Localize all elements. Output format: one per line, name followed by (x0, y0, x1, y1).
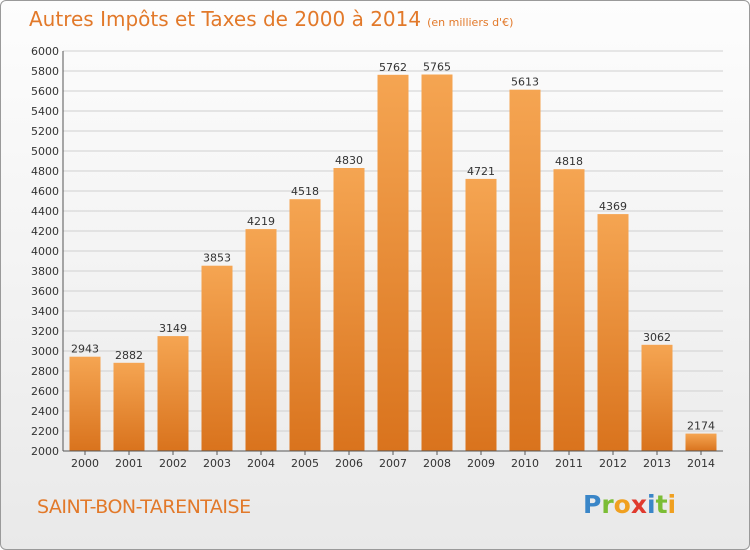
y-tick-label: 2200 (31, 425, 59, 438)
bar (597, 214, 629, 451)
y-tick-label: 3600 (31, 285, 59, 298)
bar-value-label: 3853 (203, 252, 231, 265)
bar (157, 336, 189, 451)
x-tick-label: 2007 (379, 457, 407, 470)
y-tick-label: 6000 (31, 45, 59, 58)
bar-value-label: 5765 (423, 61, 451, 74)
logo-letter: i (647, 490, 656, 519)
x-tick-label: 2011 (555, 457, 583, 470)
y-tick-label: 2600 (31, 385, 59, 398)
commune-name: SAINT-BON-TARENTAISE (37, 496, 251, 518)
y-tick-label: 2800 (31, 365, 59, 378)
y-tick-label: 5200 (31, 125, 59, 138)
proxiti-logo[interactable]: Proxiti (583, 490, 676, 519)
x-tick-label: 2006 (335, 457, 363, 470)
logo-letter: r (601, 490, 614, 519)
y-tick-label: 5600 (31, 85, 59, 98)
bar-value-label: 2943 (71, 343, 99, 356)
bar (421, 74, 453, 451)
x-tick-label: 2001 (115, 457, 143, 470)
bar-value-label: 2174 (687, 420, 715, 433)
y-tick-label: 4800 (31, 165, 59, 178)
x-tick-label: 2005 (291, 457, 319, 470)
x-tick-label: 2003 (203, 457, 231, 470)
bar-value-label: 4518 (291, 185, 319, 198)
bar (685, 433, 717, 451)
unit-label: (en milliers d'€) (427, 16, 514, 29)
x-tick-label: 2012 (599, 457, 627, 470)
y-tick-label: 4000 (31, 245, 59, 258)
x-tick-label: 2010 (511, 457, 539, 470)
x-tick-label: 2004 (247, 457, 275, 470)
y-tick-label: 2000 (31, 445, 59, 458)
bar (69, 356, 101, 451)
bar-value-label: 4818 (555, 155, 583, 168)
bar-value-label: 2882 (115, 349, 143, 362)
logo-letter: P (583, 490, 602, 519)
y-tick-label: 5400 (31, 105, 59, 118)
bar (553, 169, 585, 451)
bar-value-label: 5613 (511, 76, 539, 89)
bar-value-label: 3149 (159, 322, 187, 335)
logo-letter: t (655, 490, 668, 519)
x-tick-label: 2002 (159, 457, 187, 470)
x-tick-label: 2009 (467, 457, 495, 470)
y-tick-label: 3800 (31, 265, 59, 278)
title-text: Autres Impôts et Taxes de 2000 à 2014 (29, 7, 422, 31)
bar (333, 168, 365, 451)
bar-value-label: 4369 (599, 200, 627, 213)
bar (509, 89, 541, 451)
y-tick-label: 3000 (31, 345, 59, 358)
bar (289, 199, 321, 451)
bar-value-label: 5762 (379, 61, 407, 74)
x-tick-label: 2008 (423, 457, 451, 470)
bar-value-label: 4219 (247, 215, 275, 228)
y-tick-label: 3200 (31, 325, 59, 338)
y-tick-label: 5000 (31, 145, 59, 158)
bar (113, 362, 145, 451)
y-tick-label: 5800 (31, 65, 59, 78)
x-tick-label: 2000 (71, 457, 99, 470)
bars (69, 74, 717, 452)
value-labels: 2943 2882 3149 3853 4219 4518 4830 5762 5765 4721… (71, 61, 715, 433)
logo-letter: o (613, 490, 631, 519)
bar-value-label: 4721 (467, 165, 495, 178)
bar (201, 265, 233, 451)
y-tick-label: 4600 (31, 185, 59, 198)
bar (641, 344, 673, 451)
y-axis-ticks: 2000 2200 2400 2600 2800 3000 3200 3400 3600 3800… (31, 45, 59, 458)
y-tick-label: 4200 (31, 225, 59, 238)
logo-letter: x (630, 490, 647, 519)
bar-value-label: 4830 (335, 154, 363, 167)
y-tick-label: 2400 (31, 405, 59, 418)
logo-letter: i (667, 490, 677, 519)
bar (245, 229, 277, 451)
y-tick-label: 4400 (31, 205, 59, 218)
x-axis-ticks: 2000 2001 2002 2003 2004 2005 2006 2007 2008 2009… (71, 451, 715, 470)
chart-title: Autres Impôts et Taxes de 2000 à 2014 (en… (29, 7, 513, 31)
y-tick-label: 3400 (31, 305, 59, 318)
x-tick-label: 2014 (687, 457, 715, 470)
bar (465, 178, 497, 451)
bar (377, 74, 409, 452)
x-tick-label: 2013 (643, 457, 671, 470)
axes (62, 51, 723, 452)
bar-value-label: 3062 (643, 331, 671, 344)
